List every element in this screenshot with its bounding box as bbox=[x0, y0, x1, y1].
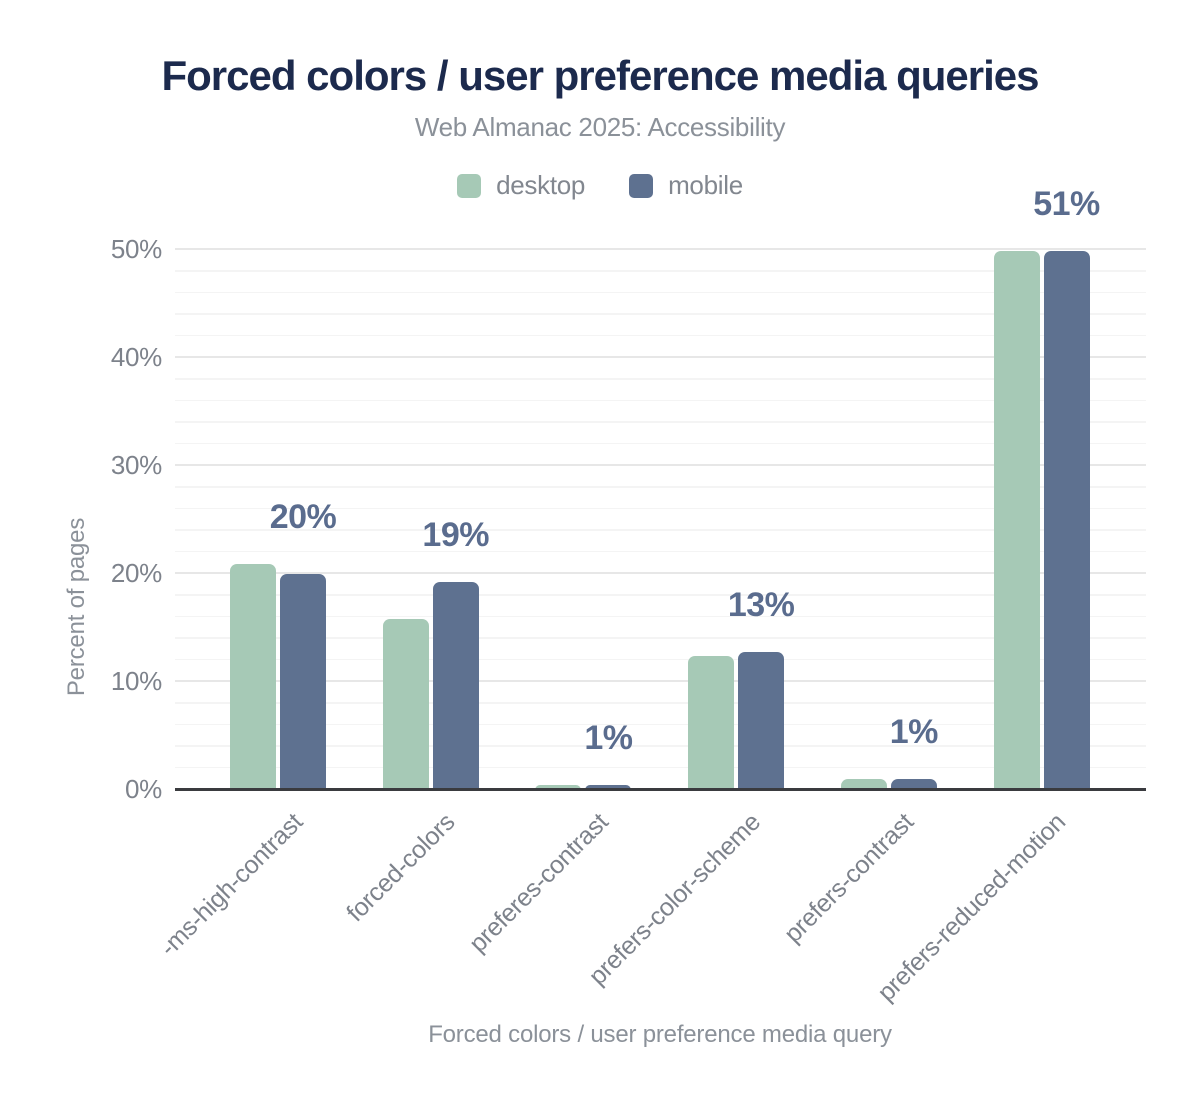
bar-desktop-prefers-contrast[interactable] bbox=[840, 779, 887, 790]
legend-item-desktop[interactable]: desktop bbox=[457, 170, 585, 201]
minor-gridline-48 bbox=[175, 270, 1146, 272]
minor-gridline-38 bbox=[175, 378, 1146, 380]
x-tick-label-prefers-contrast: prefers-contrast bbox=[778, 808, 919, 949]
minor-gridline-26 bbox=[175, 507, 1146, 510]
bar-mobile-prefers-color-scheme[interactable] bbox=[738, 651, 785, 790]
major-gridline-20 bbox=[175, 572, 1146, 574]
bar-value-label-prefers-contrast: 1% bbox=[889, 713, 939, 752]
y-tick-20%: 20% bbox=[110, 558, 162, 588]
y-tick-0%: 0% bbox=[125, 774, 162, 804]
minor-gridline-6 bbox=[175, 723, 1146, 726]
x-tick-label-forced-colors: forced-colors bbox=[341, 808, 461, 928]
minor-gridline-4 bbox=[175, 745, 1146, 747]
y-tick-50%: 50% bbox=[110, 234, 162, 264]
major-gridline-40 bbox=[175, 356, 1146, 358]
minor-gridline-36 bbox=[175, 399, 1146, 402]
y-tick-30%: 30% bbox=[110, 450, 162, 480]
bar-value-label--ms-high-contrast: 20% bbox=[269, 498, 337, 537]
minor-gridline-42 bbox=[175, 334, 1146, 337]
bar-desktop-prefers-color-scheme[interactable] bbox=[688, 656, 735, 790]
x-axis-line bbox=[175, 788, 1146, 791]
major-gridline-10 bbox=[175, 680, 1146, 682]
bar-value-label-forced-colors: 19% bbox=[422, 515, 489, 554]
minor-gridline-14 bbox=[175, 637, 1146, 639]
minor-gridline-28 bbox=[175, 486, 1146, 488]
major-gridline-50 bbox=[175, 248, 1146, 250]
minor-gridline-18 bbox=[175, 594, 1146, 596]
chart-subtitle: Web Almanac 2025: Accessibility bbox=[414, 112, 786, 142]
minor-gridline-22 bbox=[175, 550, 1146, 553]
x-tick-label--ms-high-contrast: -ms-high-contrast bbox=[154, 808, 308, 962]
bar-desktop-prefers-reduced-motion[interactable] bbox=[993, 251, 1040, 790]
minor-gridline-32 bbox=[175, 442, 1146, 445]
legend-item-mobile[interactable]: mobile bbox=[629, 170, 743, 201]
minor-gridline-12 bbox=[175, 658, 1146, 661]
minor-gridline-8 bbox=[175, 702, 1146, 704]
minor-gridline-2 bbox=[175, 766, 1146, 769]
plot-area bbox=[175, 248, 1146, 791]
minor-gridline-24 bbox=[175, 529, 1146, 531]
minor-gridline-34 bbox=[175, 421, 1146, 423]
bar-value-label-preferes-contrast: 1% bbox=[584, 718, 633, 757]
minor-gridline-16 bbox=[175, 615, 1146, 618]
major-gridline-30 bbox=[175, 464, 1146, 466]
bar-mobile-prefers-reduced-motion[interactable] bbox=[1043, 251, 1090, 790]
y-tick-40%: 40% bbox=[110, 342, 162, 372]
legend-label-desktop: desktop bbox=[496, 170, 586, 200]
desktop-series-swatch bbox=[457, 173, 482, 198]
bar-desktop--ms-high-contrast[interactable] bbox=[230, 564, 276, 790]
bar-mobile-preferes-contrast[interactable] bbox=[585, 784, 632, 790]
bar-mobile-prefers-contrast[interactable] bbox=[890, 779, 937, 790]
x-axis-title: Forced colors / user preference media qu… bbox=[428, 1021, 892, 1048]
bar-value-label-prefers-color-scheme: 13% bbox=[727, 585, 795, 624]
legend-label-mobile: mobile bbox=[668, 170, 743, 200]
mobile-series-swatch bbox=[629, 173, 654, 198]
minor-gridline-44 bbox=[175, 313, 1146, 315]
bar-value-label-prefers-reduced-motion: 51% bbox=[1033, 185, 1100, 224]
legend: desktop mobile bbox=[0, 170, 1200, 201]
y-tick-10%: 10% bbox=[110, 666, 162, 696]
minor-gridline-46 bbox=[175, 291, 1146, 294]
chart-title: Forced colors / user preference media qu… bbox=[161, 52, 1039, 99]
bar-desktop-forced-colors[interactable] bbox=[382, 619, 429, 790]
x-tick-label-preferes-contrast: preferes-contrast bbox=[463, 808, 614, 958]
bar-desktop-preferes-contrast[interactable] bbox=[535, 784, 582, 790]
bar-mobile--ms-high-contrast[interactable] bbox=[280, 574, 326, 790]
bar-mobile-forced-colors[interactable] bbox=[432, 581, 479, 790]
x-tick-label-prefers-color-scheme: prefers-color-scheme bbox=[583, 808, 766, 991]
